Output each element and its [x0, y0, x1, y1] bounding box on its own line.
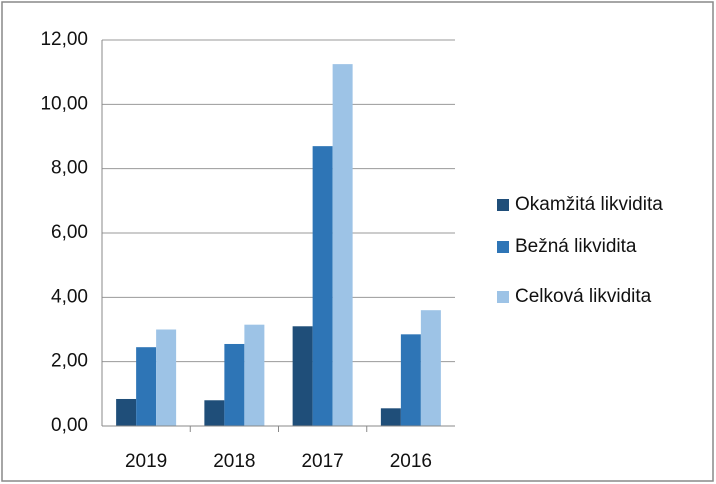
bar	[312, 146, 333, 426]
legend-label: Celková likvidita	[515, 286, 652, 307]
x-tick-label: 2019	[125, 451, 167, 472]
bar	[116, 398, 137, 426]
x-tick-label: 2016	[390, 451, 432, 472]
y-tick-label: 0,00	[51, 415, 88, 436]
bar	[380, 408, 401, 426]
bar	[204, 400, 225, 426]
bar	[156, 329, 177, 426]
y-tick-label: 4,00	[51, 286, 88, 307]
bar	[224, 343, 245, 426]
y-tick-label: 6,00	[51, 222, 88, 243]
bar	[292, 326, 313, 426]
bar	[420, 310, 441, 426]
y-tick-label: 12,00	[40, 29, 88, 50]
y-tick-label: 10,00	[40, 93, 88, 114]
bar	[400, 334, 421, 426]
bar	[332, 64, 353, 426]
legend-swatch	[497, 291, 509, 303]
y-tick-label: 2,00	[51, 351, 88, 372]
bar	[136, 347, 157, 426]
x-tick-label: 2018	[213, 451, 255, 472]
legend-label: Bežná likvidita	[515, 236, 637, 257]
bar	[244, 324, 265, 426]
legend-swatch	[497, 199, 509, 211]
legend-label: Okamžitá likvidita	[515, 194, 663, 215]
y-tick-label: 8,00	[51, 158, 88, 179]
x-tick-label: 2017	[301, 451, 343, 472]
legend-swatch	[497, 241, 509, 253]
